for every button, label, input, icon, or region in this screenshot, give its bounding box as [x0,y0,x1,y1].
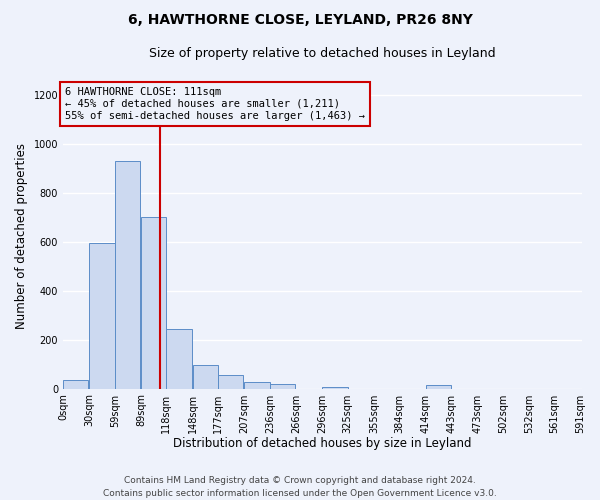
Y-axis label: Number of detached properties: Number of detached properties [15,142,28,328]
Text: Contains HM Land Registry data © Crown copyright and database right 2024.
Contai: Contains HM Land Registry data © Crown c… [103,476,497,498]
Bar [425,385,451,388]
Bar [115,161,140,388]
Bar [218,375,244,388]
Bar [193,366,218,388]
Bar [141,217,166,388]
Bar [89,243,115,388]
Text: 6 HAWTHORNE CLOSE: 111sqm
← 45% of detached houses are smaller (1,211)
55% of se: 6 HAWTHORNE CLOSE: 111sqm ← 45% of detac… [65,88,365,120]
Title: Size of property relative to detached houses in Leyland: Size of property relative to detached ho… [149,48,496,60]
X-axis label: Distribution of detached houses by size in Leyland: Distribution of detached houses by size … [173,437,472,450]
Bar [166,328,192,388]
Bar [270,384,295,388]
Bar [244,382,270,388]
Text: 6, HAWTHORNE CLOSE, LEYLAND, PR26 8NY: 6, HAWTHORNE CLOSE, LEYLAND, PR26 8NY [128,12,472,26]
Bar [63,380,88,388]
